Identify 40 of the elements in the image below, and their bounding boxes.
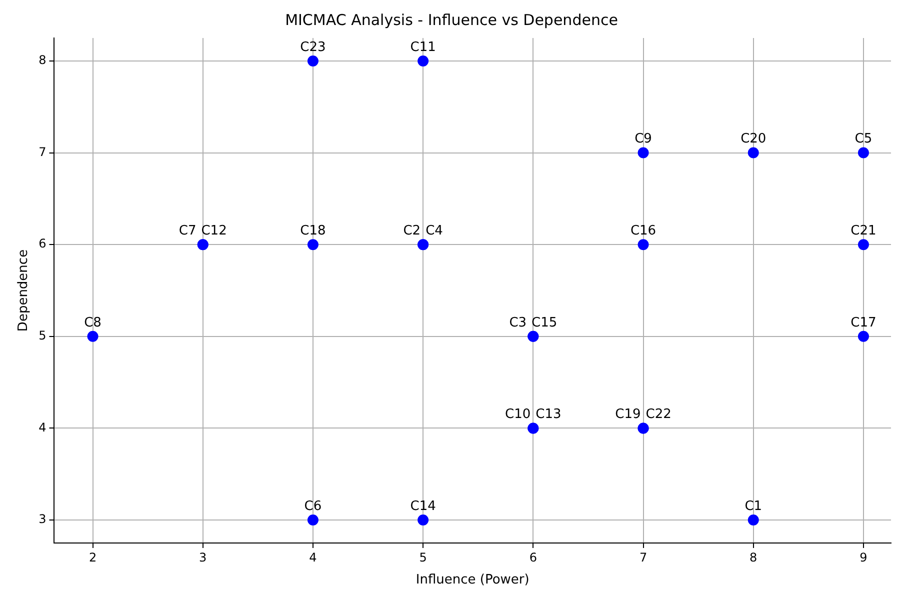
annotation: C18: [300, 223, 326, 238]
annotation: C12: [201, 223, 227, 238]
annotation: C11: [410, 40, 436, 55]
x-tick-label: 2: [88, 550, 97, 564]
y-tick-label: 4: [38, 420, 46, 434]
y-axis-title: Dependence: [16, 249, 32, 332]
annotation: C14: [410, 498, 436, 514]
y-tick-label: 8: [38, 53, 46, 68]
annotation: C15: [532, 315, 558, 330]
annotation: C9: [634, 132, 652, 147]
annotation: C23: [300, 40, 326, 55]
x-tick-label: 8: [750, 550, 758, 564]
x-tick-label: 4: [309, 550, 317, 564]
annotation: C1: [744, 498, 762, 514]
annotation: C8: [84, 315, 102, 330]
x-tick-label: 9: [860, 550, 868, 564]
annotation: C2: [403, 223, 421, 238]
annotation: C19: [615, 407, 641, 422]
annotation: C5: [854, 132, 872, 147]
x-tick-label: 7: [639, 550, 648, 564]
x-tick-label: 3: [199, 550, 207, 564]
annotation: C16: [630, 223, 656, 238]
y-tick-label: 5: [38, 328, 46, 343]
x-axis-title: Influence (Power): [416, 572, 530, 588]
x-tick-label: 5: [419, 550, 427, 564]
y-tick-label: 6: [38, 236, 46, 251]
annotation: C21: [850, 223, 876, 238]
annotation: C13: [536, 407, 562, 422]
y-tick-label: 3: [38, 512, 46, 526]
annotation: C6: [304, 498, 322, 514]
annotation: C20: [740, 132, 766, 147]
annotation: C4: [426, 223, 443, 238]
y-tick-label: 7: [38, 144, 46, 159]
annotation: C10: [505, 407, 531, 422]
annotation: C7: [178, 223, 196, 238]
annotation: C3: [509, 315, 527, 330]
x-tick-label: 6: [529, 550, 537, 564]
annotation: C17: [850, 315, 876, 330]
annotation: C22: [646, 407, 672, 422]
chart-title: MICMAC Analysis - Influence vs Dependence: [285, 10, 618, 29]
